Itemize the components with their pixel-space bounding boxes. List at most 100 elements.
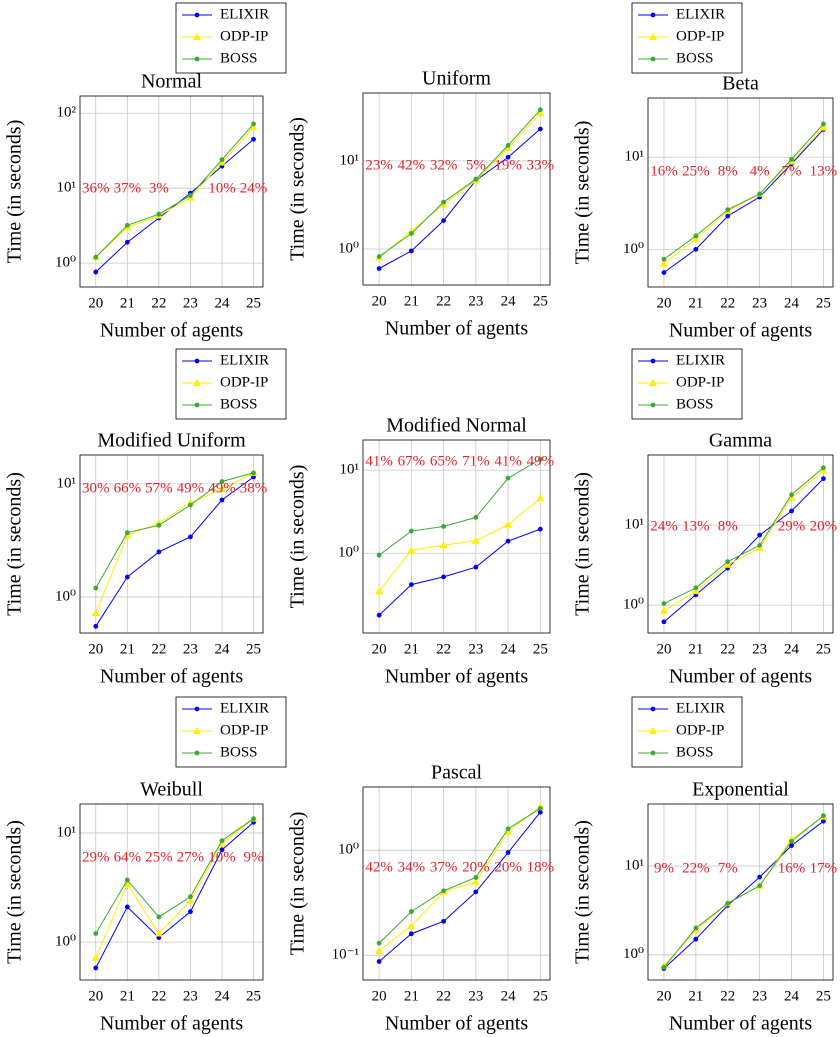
series-line <box>378 128 541 269</box>
data-point <box>693 233 699 239</box>
data-point <box>124 877 130 883</box>
data-point <box>376 612 382 618</box>
x-axis-label: Number of agents <box>385 1013 529 1035</box>
chart-title: Weibull <box>140 779 203 801</box>
annotation: 57% <box>145 480 173 496</box>
x-tick-label: 25 <box>816 295 831 311</box>
annotation: 13% <box>682 518 710 534</box>
legend-marker <box>193 379 201 386</box>
data-point <box>505 142 511 148</box>
y-tick-label: 10⁰ <box>338 842 359 858</box>
annotation: 41% <box>494 453 522 469</box>
y-axis-label: Time (in seconds) <box>572 121 594 265</box>
x-axis-label: Number of agents <box>385 666 529 688</box>
data-point <box>154 929 163 937</box>
y-tick-label: 10⁰ <box>338 240 359 256</box>
data-point <box>124 574 130 580</box>
legend-label: BOSS <box>676 50 714 66</box>
data-point <box>504 827 513 835</box>
annotation: 22% <box>682 860 710 876</box>
data-point <box>441 524 447 529</box>
annotation: 10% <box>208 849 236 865</box>
series-line <box>95 476 254 627</box>
data-point <box>376 266 382 271</box>
legend-marker <box>650 706 656 712</box>
y-axis-label: Time (in seconds) <box>287 812 309 956</box>
data-point <box>91 609 100 617</box>
annotation: 71% <box>462 453 490 469</box>
series-line <box>95 123 254 258</box>
x-tick-label: 22 <box>436 293 451 309</box>
x-tick-label: 24 <box>784 988 800 1004</box>
x-tick-label: 25 <box>533 641 548 657</box>
data-point <box>156 549 162 555</box>
y-tick-label: 10⁻¹ <box>332 947 359 963</box>
x-tick-label: 24 <box>214 295 230 311</box>
annotation: 32% <box>430 157 458 173</box>
plot-frame <box>362 92 551 286</box>
y-tick-label: 10¹ <box>340 152 360 168</box>
legend-label: BOSS <box>220 396 258 412</box>
data-point <box>251 470 256 476</box>
x-axis-label: Number of agents <box>669 666 813 688</box>
data-point <box>439 541 448 549</box>
x-tick-label: 21 <box>404 641 419 657</box>
x-tick-label: 22 <box>720 295 735 311</box>
series-line <box>95 138 254 273</box>
legend-marker <box>650 358 656 364</box>
x-tick-label: 21 <box>120 988 135 1004</box>
data-point <box>821 465 826 471</box>
data-point <box>441 918 447 924</box>
x-tick-label: 22 <box>151 641 166 657</box>
data-point <box>376 254 382 259</box>
annotation: 42% <box>398 157 426 173</box>
plot-frame <box>362 439 551 634</box>
y-tick-label: 10⁰ <box>55 255 76 271</box>
y-tick-label: 10⁰ <box>623 597 644 613</box>
data-point <box>124 530 130 536</box>
legend-label: ODP-IP <box>220 28 268 44</box>
data-point <box>188 894 193 900</box>
series-line <box>663 123 824 260</box>
annotation: 29% <box>778 518 806 534</box>
legend-marker <box>650 402 656 408</box>
plot-frame <box>79 454 264 634</box>
plot-frame <box>647 454 834 634</box>
x-tick-label: 20 <box>372 641 387 657</box>
y-tick-label: 10² <box>57 105 77 121</box>
legend-marker <box>194 706 200 712</box>
legend-label: ELIXIR <box>220 700 269 716</box>
data-point <box>408 582 414 588</box>
data-point <box>376 959 382 964</box>
y-tick-label: 10¹ <box>340 462 360 478</box>
x-tick-label: 24 <box>784 295 800 311</box>
x-tick-label: 25 <box>816 641 831 657</box>
legend-marker <box>650 56 656 62</box>
annotation: 30% <box>82 480 110 496</box>
data-point <box>789 843 794 848</box>
annotation: 10% <box>208 180 236 196</box>
x-tick-label: 22 <box>720 988 735 1004</box>
x-tick-label: 25 <box>816 988 831 1004</box>
annotation: 49% <box>208 480 236 496</box>
annotation: 13% <box>810 163 838 179</box>
data-point <box>505 826 511 832</box>
x-tick-label: 20 <box>372 293 387 309</box>
series-line <box>663 478 824 623</box>
x-tick-label: 25 <box>246 988 261 1004</box>
legend-marker <box>649 33 657 40</box>
data-point <box>473 875 479 880</box>
data-point <box>93 623 99 629</box>
x-tick-label: 23 <box>752 295 767 311</box>
annotation: 23% <box>365 157 393 173</box>
legend-marker <box>194 402 200 408</box>
data-point <box>93 269 99 275</box>
legend-label: ELIXIR <box>220 6 269 22</box>
y-tick-label: 10⁰ <box>55 588 76 604</box>
data-point <box>505 538 511 544</box>
series-line <box>95 472 254 589</box>
annotation: 37% <box>430 859 458 875</box>
annotation: 36% <box>82 180 110 196</box>
data-point <box>217 485 226 493</box>
